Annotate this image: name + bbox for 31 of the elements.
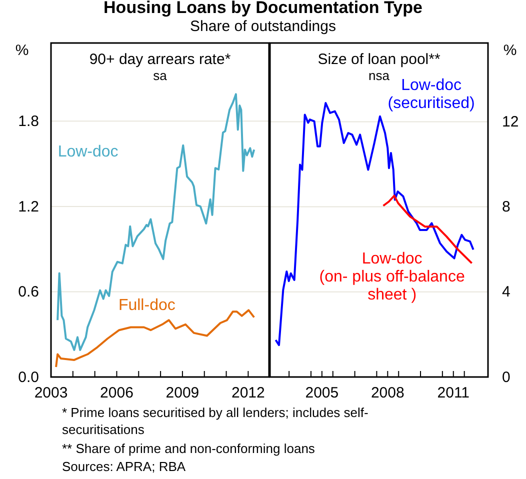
y-tick-label: 8 xyxy=(502,198,510,216)
y-tick-label: 1.8 xyxy=(18,112,39,130)
text: ** Share of prime and non-conforming loans xyxy=(62,441,316,456)
line-series xyxy=(55,309,256,368)
text: * Prime loans securitised by all lenders; includes self-securitisations xyxy=(62,405,368,437)
y-axis-title: % xyxy=(15,42,29,59)
x-tick-label: 2012 xyxy=(232,384,265,402)
text: nsa xyxy=(368,68,390,83)
y-tick-label: 12 xyxy=(502,114,519,131)
x-tick-label: 2009 xyxy=(166,384,200,402)
y-tick-label: 0.0 xyxy=(18,368,39,386)
x-tick-label: 2011 xyxy=(437,384,470,402)
text: Low-doc xyxy=(58,144,118,161)
series-label: Low-doc (on- plus off-balance sheet ) xyxy=(319,250,465,304)
y-tick-label: 0 xyxy=(502,368,510,386)
x-tick-label: 2006 xyxy=(100,384,134,402)
source-note: Sources: APRA; RBA xyxy=(62,459,186,474)
y-tick-label: 4 xyxy=(502,284,510,301)
y-tick-label: 0.6 xyxy=(18,284,39,301)
text: sa xyxy=(153,68,168,83)
text: Share of outstandings xyxy=(190,18,336,35)
x-tick-label: 2005 xyxy=(305,384,339,402)
x-tick-label: 2008 xyxy=(370,384,404,402)
series-label: Full-doc xyxy=(118,297,176,314)
y-tick-label: 1.2 xyxy=(18,198,39,216)
text: Size of loan pool** xyxy=(318,51,440,68)
y-axis-title: % xyxy=(503,42,517,59)
text: Housing Loans by Documentation Type xyxy=(104,0,422,17)
line-series xyxy=(56,93,256,351)
x-tick-label: 2003 xyxy=(34,384,68,402)
text: 90+ day arrears rate* xyxy=(89,51,231,68)
